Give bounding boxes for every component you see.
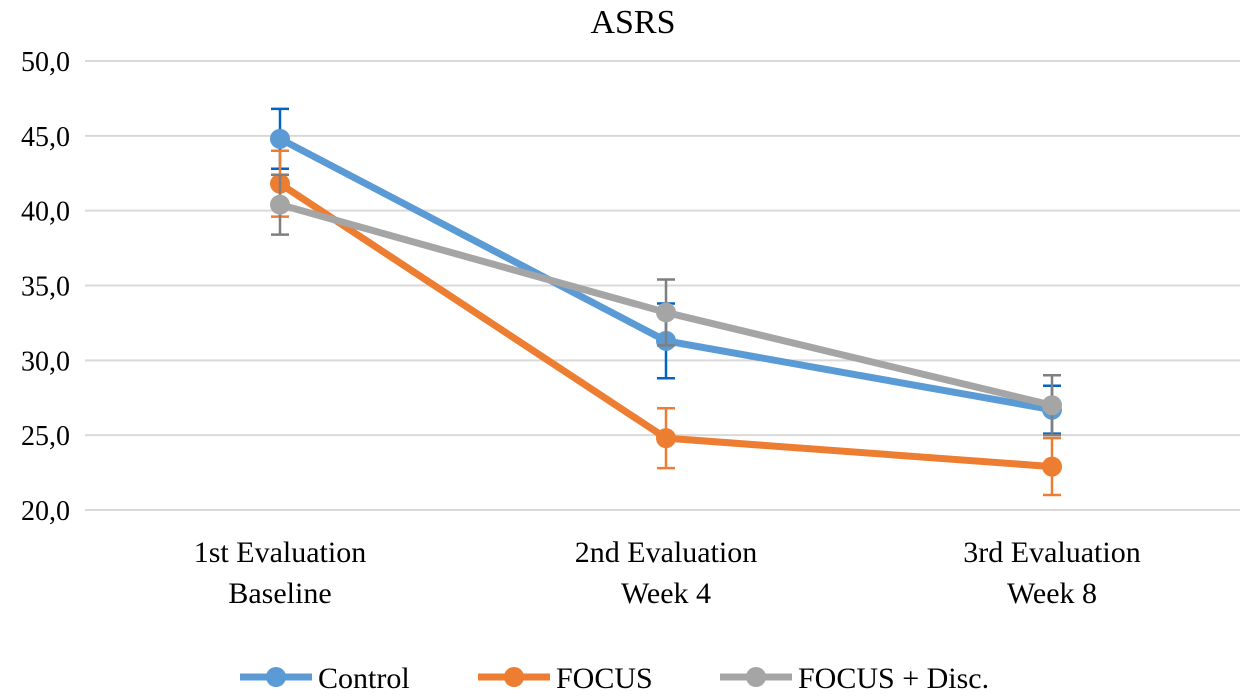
y-tick-label: 30,0 <box>21 346 70 377</box>
x-tick-label: 3rd Evaluation <box>963 536 1140 569</box>
legend-marker <box>504 667 524 687</box>
chart-title: ASRS <box>590 4 675 41</box>
data-point <box>1042 456 1062 477</box>
data-point <box>656 302 676 323</box>
legend-label: Control <box>318 662 410 694</box>
y-tick-label: 35,0 <box>21 272 70 303</box>
legend-marker <box>746 667 766 687</box>
y-tick-label: 20,0 <box>21 496 70 527</box>
legend-item: FOCUS + Disc. <box>720 662 989 695</box>
series-control <box>270 107 1062 435</box>
legend-marker <box>266 667 286 687</box>
legend-label: FOCUS <box>556 662 653 694</box>
x-tick-label: Baseline <box>228 577 331 610</box>
x-tick-label: 2nd Evaluation <box>575 536 757 569</box>
data-point <box>270 194 290 215</box>
y-tick-label: 50,0 <box>21 47 70 78</box>
data-point <box>656 428 676 449</box>
legend-item: FOCUS <box>478 662 653 695</box>
data-point <box>270 128 290 149</box>
legend-label: FOCUS + Disc. <box>798 662 989 694</box>
legend-item: Control <box>240 662 410 695</box>
y-tick-label: 40,0 <box>21 197 70 228</box>
data-point <box>1042 395 1062 416</box>
y-tick-label: 45,0 <box>21 122 70 153</box>
series-focus-disc- <box>270 173 1062 437</box>
x-tick-label: 1st Evaluation <box>194 536 366 569</box>
y-tick-label: 25,0 <box>21 421 70 452</box>
x-tick-label: Week 8 <box>1007 577 1097 610</box>
x-tick-label: Week 4 <box>621 577 711 610</box>
